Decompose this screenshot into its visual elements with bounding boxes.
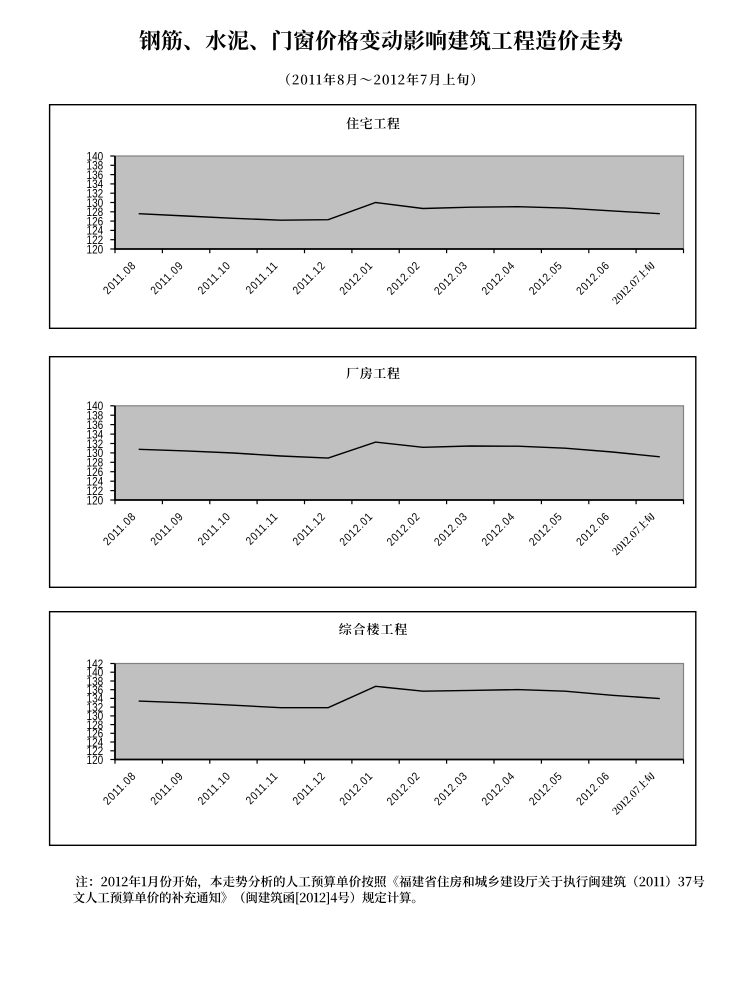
svg-text:132: 132 [87, 438, 104, 451]
svg-text:122: 122 [87, 485, 104, 498]
svg-text:130: 130 [87, 710, 104, 723]
svg-text:136: 136 [87, 169, 104, 182]
svg-text:140: 140 [87, 667, 104, 680]
svg-text:140: 140 [87, 400, 104, 413]
svg-text:132: 132 [87, 702, 104, 715]
svg-text:120: 120 [87, 495, 104, 508]
svg-text:140: 140 [87, 151, 104, 164]
svg-text:136: 136 [87, 684, 104, 697]
svg-text:138: 138 [87, 160, 104, 173]
svg-text:122: 122 [87, 234, 104, 247]
svg-text:132: 132 [87, 188, 104, 201]
svg-text:120: 120 [87, 244, 104, 257]
svg-text:126: 126 [87, 466, 104, 479]
svg-text:122: 122 [87, 745, 104, 758]
svg-text:138: 138 [87, 676, 104, 689]
svg-text:124: 124 [87, 476, 104, 489]
svg-text:134: 134 [87, 178, 104, 191]
svg-text:124: 124 [87, 737, 104, 750]
svg-text:128: 128 [87, 719, 104, 732]
svg-text:130: 130 [87, 197, 104, 210]
svg-text:136: 136 [87, 419, 104, 432]
svg-text:134: 134 [87, 429, 104, 442]
svg-text:128: 128 [87, 206, 104, 219]
svg-text:134: 134 [87, 693, 104, 706]
svg-text:138: 138 [87, 410, 104, 423]
svg-text:142: 142 [87, 658, 104, 671]
svg-text:124: 124 [87, 225, 104, 238]
svg-text:126: 126 [87, 216, 104, 229]
svg-text:130: 130 [87, 447, 104, 460]
svg-text:126: 126 [87, 728, 104, 741]
svg-text:128: 128 [87, 457, 104, 470]
svg-text:120: 120 [87, 754, 104, 767]
